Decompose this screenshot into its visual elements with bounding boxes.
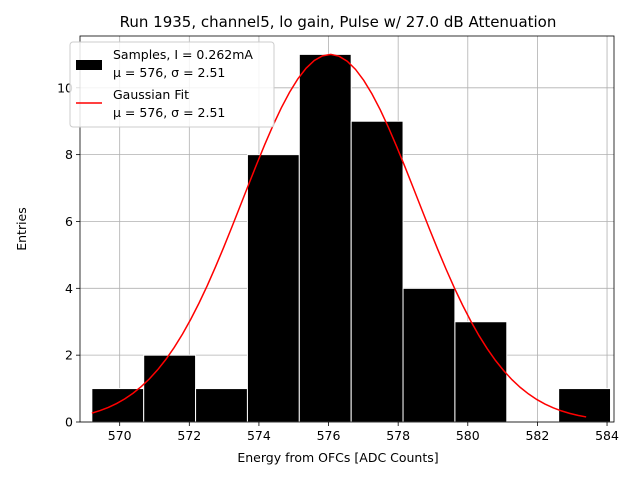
histogram-bar [402, 287, 456, 423]
x-tick-label: 570 [108, 428, 132, 443]
x-tick-label: 574 [247, 428, 271, 443]
legend: Samples, I = 0.262mA μ = 576, σ = 2.51 G… [69, 41, 275, 128]
histogram-bar [298, 53, 352, 423]
y-axis-label: Entries [14, 207, 29, 251]
legend-swatch-samples [76, 60, 102, 70]
gaussian-fit-curve [91, 53, 587, 418]
legend-box [69, 41, 275, 128]
y-tick-label: 8 [65, 147, 73, 162]
x-tick-label: 576 [317, 428, 341, 443]
x-tick-label: 578 [386, 428, 410, 443]
x-axis-label: Energy from OFCs [ADC Counts] [237, 450, 438, 465]
legend-stats-samples: μ = 576, σ = 2.51 [113, 65, 225, 80]
y-axis-ticks: 0 2 4 6 8 10 [57, 80, 80, 430]
x-tick-label: 584 [595, 428, 619, 443]
legend-label-samples: Samples, I = 0.262mA [113, 47, 253, 62]
x-tick-label: 582 [525, 428, 549, 443]
x-axis-ticks: 570 572 574 576 578 580 582 584 [108, 422, 619, 443]
histogram-bar [143, 354, 197, 423]
y-tick-label: 6 [65, 214, 73, 229]
y-tick-label: 2 [65, 348, 73, 363]
plot-frame [79, 35, 615, 423]
chart-title: Run 1935, channel5, lo gain, Pulse w/ 27… [120, 13, 557, 31]
histogram-bar [195, 388, 248, 423]
histogram-bar [350, 120, 404, 423]
y-tick-label: 10 [57, 80, 73, 95]
x-tick-label: 580 [456, 428, 480, 443]
histogram-bars [91, 53, 612, 423]
y-tick-label: 4 [65, 281, 73, 296]
histogram-bar [454, 321, 508, 423]
legend-label-fit: Gaussian Fit [113, 87, 189, 102]
y-tick-label: 0 [65, 415, 73, 430]
x-tick-label: 572 [177, 428, 201, 443]
histogram-bar [246, 154, 300, 423]
histogram-bar [91, 388, 145, 423]
legend-stats-fit: μ = 576, σ = 2.51 [113, 105, 225, 120]
